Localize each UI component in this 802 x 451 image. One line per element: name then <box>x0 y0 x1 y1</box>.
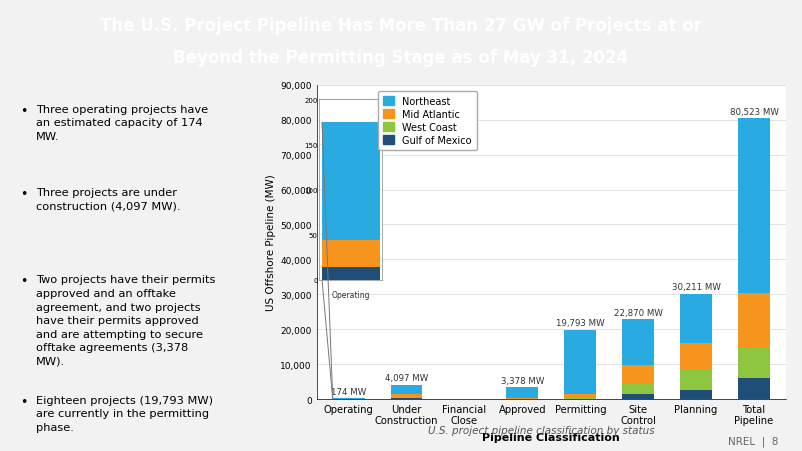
Bar <box>622 319 654 365</box>
Bar <box>565 330 596 394</box>
Bar <box>565 398 596 399</box>
Bar <box>680 294 712 343</box>
Bar <box>391 395 423 398</box>
Text: 4,097 MW: 4,097 MW <box>385 373 428 382</box>
Text: 174 MW: 174 MW <box>331 387 367 396</box>
Text: •: • <box>20 275 27 288</box>
Text: 80,523 MW: 80,523 MW <box>730 107 779 116</box>
Text: U.S. project pipeline classification by status: U.S. project pipeline classification by … <box>428 424 654 435</box>
Bar <box>738 378 770 399</box>
Bar <box>622 365 654 384</box>
Y-axis label: US Offshore Pipeline (MW): US Offshore Pipeline (MW) <box>266 174 276 311</box>
Text: Eighteen projects (19,793 MW)
are currently in the permitting
phase.: Eighteen projects (19,793 MW) are curren… <box>36 395 213 432</box>
Text: Two projects have their permits
approved and an offtake
agreement, and two proje: Two projects have their permits approved… <box>36 275 216 366</box>
Text: Three operating projects have
an estimated capacity of 174
MW.: Three operating projects have an estimat… <box>36 105 209 142</box>
Bar <box>680 391 712 399</box>
Text: 19,793 MW: 19,793 MW <box>556 319 605 328</box>
Text: NREL  |  8: NREL | 8 <box>727 436 778 446</box>
Text: Three projects are under
construction (4,097 MW).: Three projects are under construction (4… <box>36 188 180 212</box>
Text: 22,870 MW: 22,870 MW <box>614 308 662 317</box>
X-axis label: Pipeline Classification: Pipeline Classification <box>483 433 620 442</box>
Bar <box>680 371 712 391</box>
Text: •: • <box>20 395 27 408</box>
Bar <box>565 394 596 398</box>
Text: 3,378 MW: 3,378 MW <box>500 376 544 385</box>
Bar <box>680 343 712 371</box>
Bar <box>738 348 770 378</box>
Bar <box>738 293 770 348</box>
Text: The U.S. Project Pipeline Has More Than 27 GW of Projects at or: The U.S. Project Pipeline Has More Than … <box>100 17 702 35</box>
Text: Beyond the Permitting Stage as of May 31, 2024: Beyond the Permitting Stage as of May 31… <box>173 49 629 67</box>
Text: •: • <box>20 105 27 118</box>
Text: 30,211 MW: 30,211 MW <box>672 282 721 291</box>
Bar <box>738 119 770 293</box>
Bar <box>507 387 538 399</box>
Legend: Northeast, Mid Atlantic, West Coast, Gulf of Mexico: Northeast, Mid Atlantic, West Coast, Gul… <box>378 92 476 151</box>
Text: •: • <box>20 188 27 201</box>
Bar <box>391 385 423 395</box>
Bar <box>622 384 654 395</box>
Bar <box>391 398 423 399</box>
Bar <box>622 395 654 399</box>
